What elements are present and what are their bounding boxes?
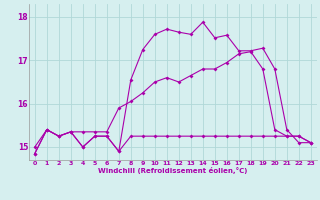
X-axis label: Windchill (Refroidissement éolien,°C): Windchill (Refroidissement éolien,°C) — [98, 167, 247, 174]
